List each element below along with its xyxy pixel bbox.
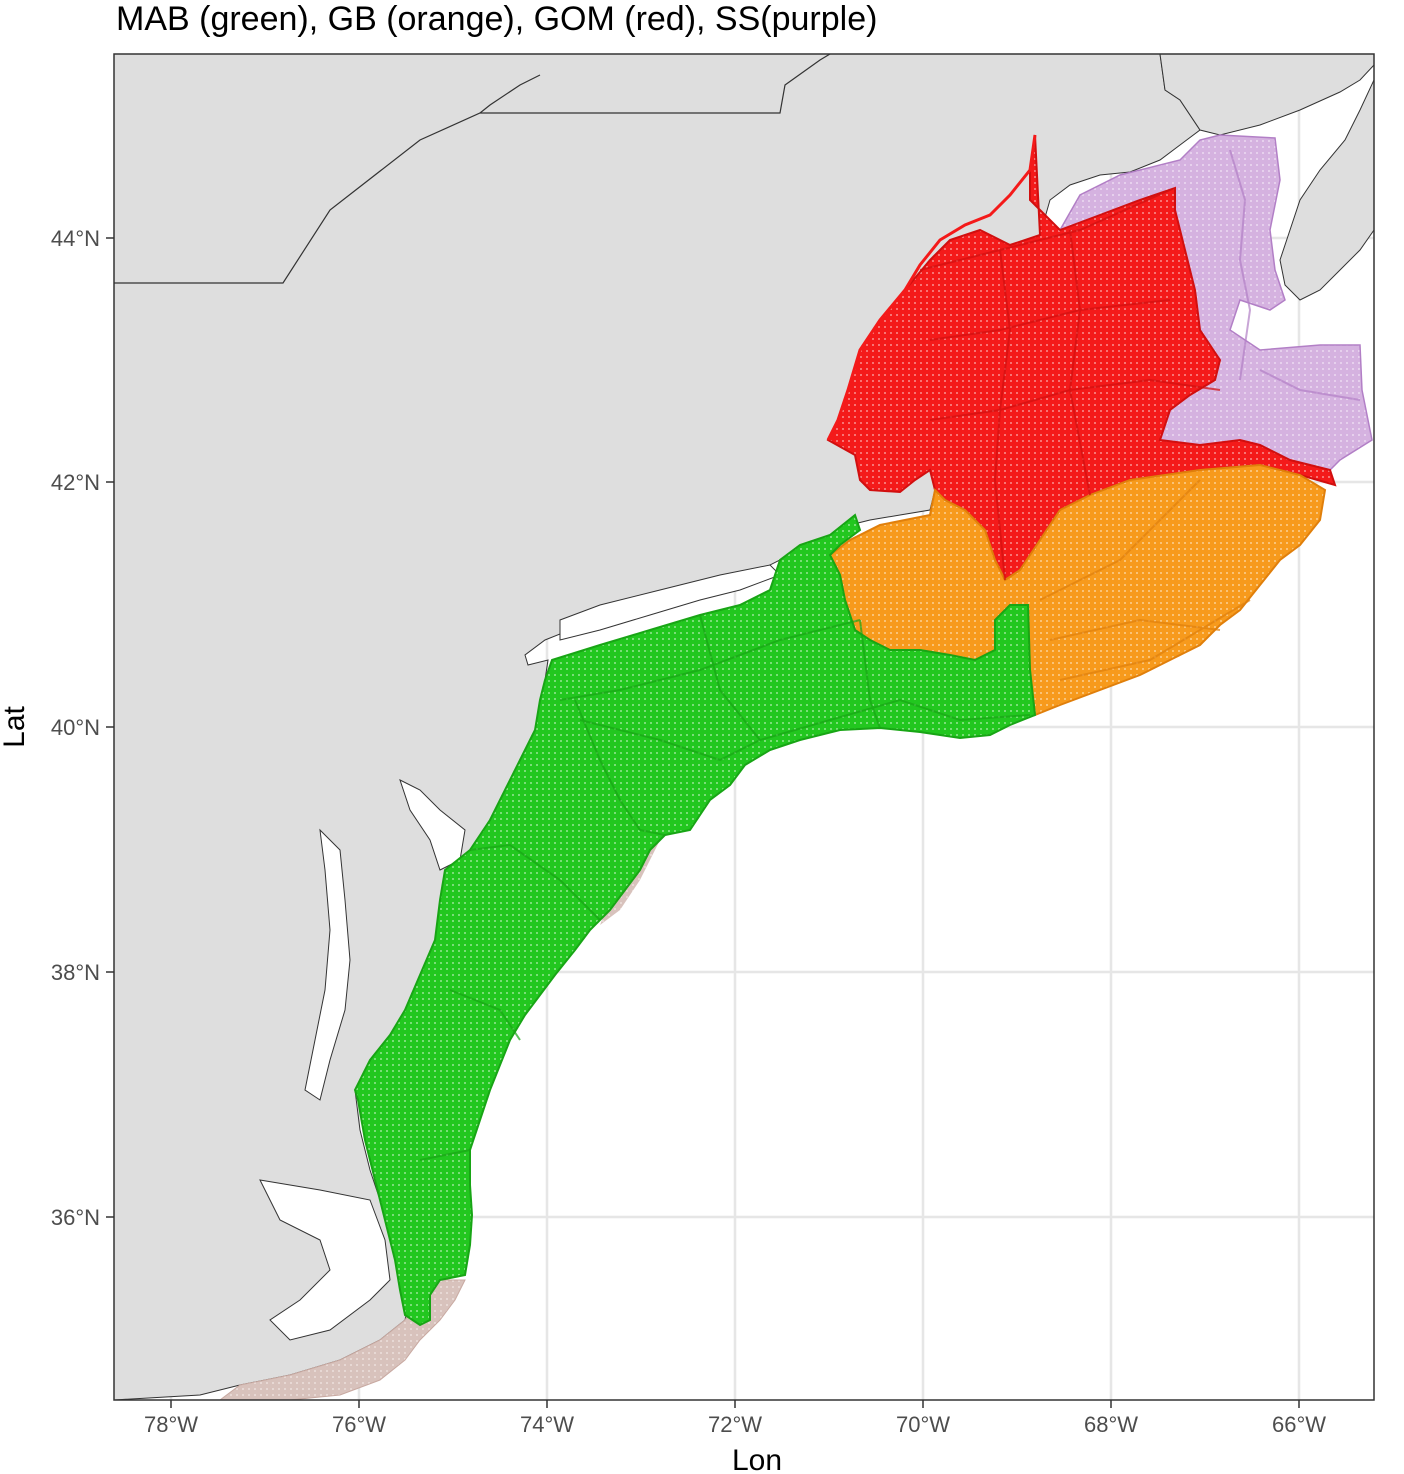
x-tick-label: 66°W	[1272, 1412, 1326, 1437]
x-axis	[170, 1400, 1300, 1408]
x-tick-label: 70°W	[896, 1412, 950, 1437]
x-tick-label: 72°W	[708, 1412, 762, 1437]
y-axis	[106, 237, 114, 1218]
y-tick-label: 44°N	[51, 226, 100, 251]
region-mab	[353, 513, 1037, 1327]
x-tick-label: 74°W	[520, 1412, 574, 1437]
nova-scotia-land	[1279, 79, 1374, 301]
stratum-lines	[419, 149, 1361, 1161]
canada-land	[1159, 54, 1374, 136]
chart-title: MAB (green), GB (orange), GOM (red), SS(…	[116, 0, 878, 38]
y-tick-label: 38°N	[51, 960, 100, 985]
state-borders	[114, 54, 831, 284]
x-axis-title: Lon	[732, 1444, 782, 1474]
region-south	[219, 1279, 466, 1400]
y-tick-label: 42°N	[51, 470, 100, 495]
gom-coast-fringe	[826, 134, 1037, 441]
y-axis-title: Lat	[0, 705, 31, 747]
x-tick-label: 78°W	[144, 1412, 198, 1437]
y-tick-label: 40°N	[51, 715, 100, 740]
y-tick-label: 36°N	[51, 1205, 100, 1230]
x-tick-label: 68°W	[1084, 1412, 1138, 1437]
x-tick-label: 76°W	[332, 1412, 386, 1437]
